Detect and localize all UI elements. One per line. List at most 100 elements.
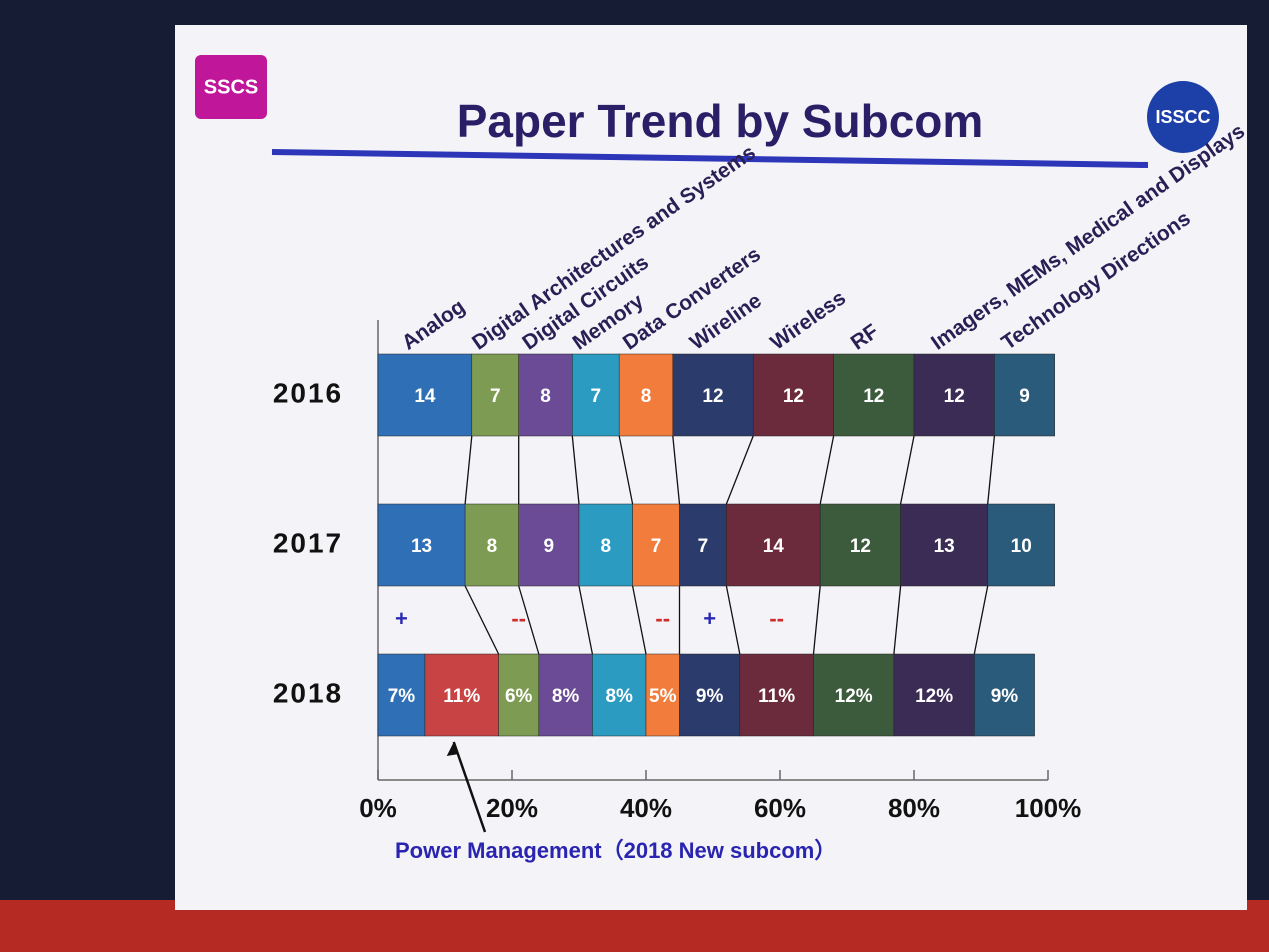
connector	[464, 435, 473, 505]
change-mark: +	[395, 606, 408, 631]
bar-segment	[632, 503, 680, 587]
value-label: 8	[601, 536, 612, 557]
bar-segment	[893, 653, 975, 737]
bar-segment	[913, 353, 995, 437]
connector	[819, 435, 835, 505]
bar-segment	[672, 353, 754, 437]
value-label: 9	[1019, 386, 1030, 407]
bar-segment	[538, 653, 593, 737]
bar-segment	[739, 653, 814, 737]
bar-segment	[518, 503, 580, 587]
value-label: 6%	[505, 686, 533, 707]
value-label: 11%	[443, 686, 480, 707]
bar-segment	[974, 653, 1035, 737]
logo-left: SSCS	[204, 76, 258, 98]
connector	[578, 585, 594, 655]
bar-segment	[900, 503, 988, 587]
value-label: 12	[783, 386, 804, 407]
x-tick-label: 20%	[486, 793, 538, 823]
slide	[175, 25, 1247, 910]
connector	[973, 585, 989, 655]
value-label: 9%	[696, 686, 724, 707]
bar-segment	[994, 353, 1055, 437]
connector	[899, 435, 915, 505]
value-label: 9	[544, 536, 555, 557]
change-mark: --	[655, 606, 670, 631]
value-label: 13	[934, 536, 955, 557]
y-tick-label: 2016	[273, 377, 343, 408]
value-label: 5%	[649, 686, 677, 707]
value-label: 12	[863, 386, 884, 407]
value-label: 8	[641, 386, 652, 407]
value-label: 10	[1011, 536, 1032, 557]
bar-segment	[813, 653, 895, 737]
bar-segment	[377, 353, 473, 437]
value-label: 8	[487, 536, 498, 557]
bar-segment	[833, 353, 915, 437]
value-label: 7	[490, 386, 501, 407]
change-mark: --	[511, 606, 526, 631]
value-label: 7	[651, 536, 662, 557]
x-tick-label: 60%	[754, 793, 806, 823]
logo-right: ISSCC	[1155, 107, 1210, 127]
y-tick-label: 2018	[273, 677, 343, 708]
value-label: 12	[944, 386, 965, 407]
bar-segment	[679, 653, 741, 737]
connector	[725, 435, 754, 505]
x-tick-label: 0%	[359, 793, 397, 823]
note-arrow	[452, 741, 487, 833]
bar-segment	[987, 503, 1055, 587]
annotation: Power Management（2018 New subcom）	[395, 838, 836, 863]
bar-segment	[726, 503, 821, 587]
value-label: 7	[590, 386, 601, 407]
bar-segment	[464, 503, 519, 587]
value-label: 12%	[915, 686, 953, 707]
change-mark: --	[769, 606, 784, 631]
value-label: 12	[850, 536, 871, 557]
value-label: 14	[763, 536, 785, 557]
bar-segment	[498, 653, 540, 737]
bar-segment	[645, 653, 680, 737]
title-rule	[271, 149, 1149, 168]
connector	[987, 435, 996, 505]
bar-segment	[592, 653, 647, 737]
chart-title: Paper Trend by Subcom	[457, 95, 984, 147]
connector	[464, 585, 500, 655]
bar-segment	[518, 353, 573, 437]
value-label: 12%	[835, 686, 873, 707]
x-tick-label: 100%	[1015, 793, 1082, 823]
bar-segment	[377, 653, 426, 737]
value-label: 11%	[758, 686, 795, 707]
connector	[725, 585, 741, 655]
value-label: 13	[411, 536, 432, 557]
value-label: 8%	[605, 686, 633, 707]
x-tick-label: 80%	[888, 793, 940, 823]
x-tick-label: 40%	[620, 793, 672, 823]
change-mark: +	[703, 606, 716, 631]
bar-segment	[819, 503, 901, 587]
note-arrowhead	[446, 742, 459, 756]
value-label: 12	[702, 386, 723, 407]
bar-segment	[578, 503, 633, 587]
connector	[518, 585, 540, 655]
value-label: 9%	[991, 686, 1019, 707]
value-label: 8%	[552, 686, 580, 707]
bar-segment	[618, 353, 674, 437]
connector	[631, 585, 647, 655]
bar-segment	[752, 353, 834, 437]
connector	[571, 435, 580, 505]
value-label: 8	[540, 386, 551, 407]
bar-segment	[679, 503, 727, 587]
bar-segment	[424, 653, 499, 737]
bar-segment	[471, 353, 519, 437]
value-label: 14	[414, 386, 436, 407]
value-label: 7%	[388, 686, 416, 707]
connector	[893, 585, 902, 655]
y-tick-label: 2017	[273, 527, 343, 558]
value-label: 7	[698, 536, 709, 557]
logo-box	[195, 55, 267, 119]
connector	[672, 435, 681, 505]
connector	[618, 435, 634, 505]
